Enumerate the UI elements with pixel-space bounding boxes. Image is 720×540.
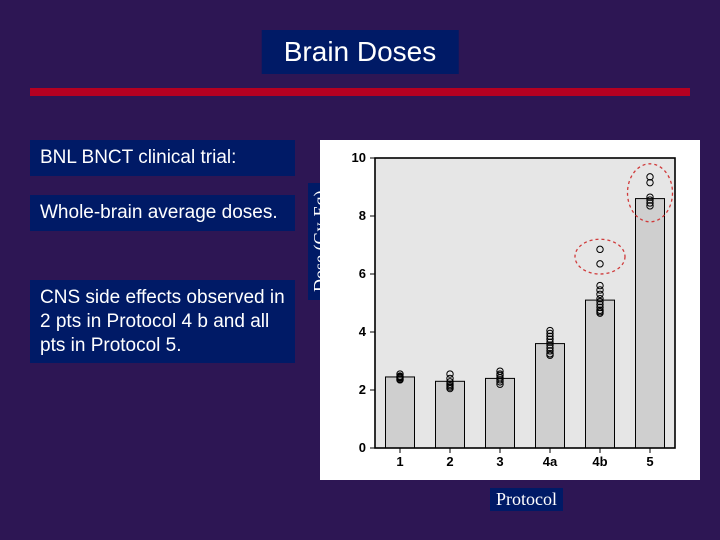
- slide-title-box: Brain Doses: [262, 30, 459, 74]
- svg-text:3: 3: [496, 454, 503, 469]
- svg-text:4a: 4a: [543, 454, 558, 469]
- svg-text:5: 5: [646, 454, 653, 469]
- svg-text:4b: 4b: [592, 454, 607, 469]
- chart-svg: 02468101234a4b5: [320, 140, 700, 480]
- svg-text:8: 8: [359, 208, 366, 223]
- text-block-side-effects: CNS side effects observed in 2 pts in Pr…: [30, 280, 295, 363]
- svg-text:1: 1: [396, 454, 403, 469]
- chart-xlabel: Protocol: [490, 488, 563, 511]
- title-underline: [30, 88, 690, 96]
- svg-text:10: 10: [352, 150, 366, 165]
- svg-text:2: 2: [359, 382, 366, 397]
- svg-text:4: 4: [359, 324, 367, 339]
- slide-title: Brain Doses: [284, 36, 437, 67]
- svg-text:6: 6: [359, 266, 366, 281]
- text-block-doses: Whole-brain average doses.: [30, 195, 295, 231]
- svg-text:2: 2: [446, 454, 453, 469]
- text-block-trial: BNL BNCT clinical trial:: [30, 140, 295, 176]
- bar-chart: 02468101234a4b5: [320, 140, 700, 480]
- svg-text:0: 0: [359, 440, 366, 455]
